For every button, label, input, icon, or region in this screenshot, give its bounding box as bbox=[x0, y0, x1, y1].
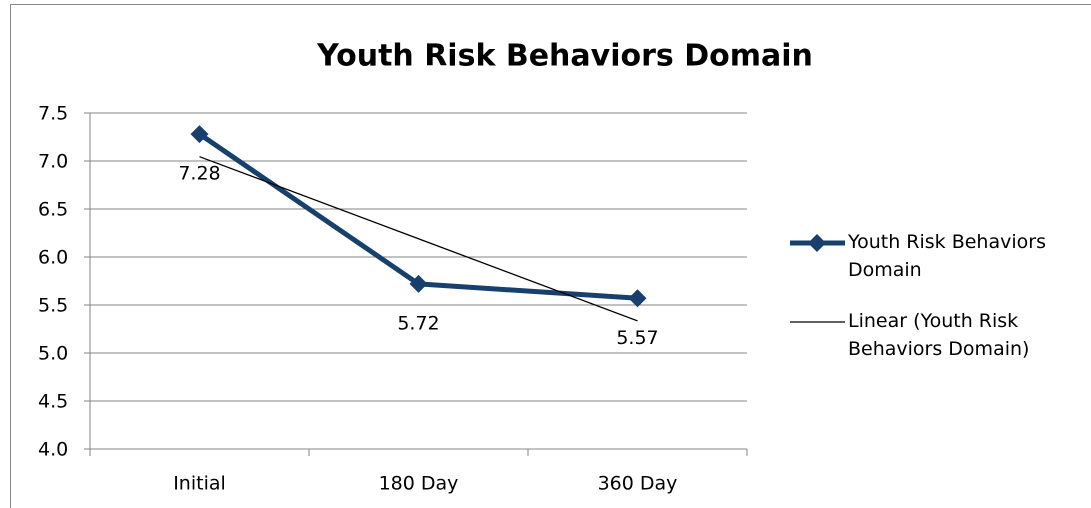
legend-marker bbox=[808, 234, 826, 252]
y-tick-label: 6.5 bbox=[38, 199, 68, 221]
y-tick-label: 4.0 bbox=[38, 439, 68, 461]
legend-label: Linear (Youth Risk Behaviors Domain) bbox=[848, 310, 1030, 360]
y-tick-label: 7.0 bbox=[38, 151, 68, 173]
marker bbox=[628, 289, 647, 308]
chart-title: Youth Risk Behaviors Domain bbox=[316, 39, 813, 74]
marker bbox=[409, 274, 428, 293]
data-label: 5.57 bbox=[616, 327, 658, 349]
y-tick-label: 7.5 bbox=[38, 103, 68, 125]
legend-label: Youth Risk Behaviors Domain bbox=[848, 231, 1046, 281]
y-tick-label: 5.0 bbox=[38, 343, 68, 365]
x-tick-label: 180 Day bbox=[379, 473, 459, 495]
y-tick-label: 4.5 bbox=[38, 391, 68, 413]
data-label: 5.72 bbox=[397, 312, 439, 334]
series-line bbox=[199, 156, 638, 322]
x-tick-label: 360 Day bbox=[598, 473, 678, 495]
y-tick-label: 6.0 bbox=[38, 247, 68, 269]
y-tick-label: 5.5 bbox=[38, 295, 68, 317]
x-tick-label: Initial bbox=[173, 473, 226, 495]
chart-border bbox=[10, 4, 1091, 508]
marker bbox=[190, 125, 209, 144]
data-label: 7.28 bbox=[178, 163, 220, 185]
